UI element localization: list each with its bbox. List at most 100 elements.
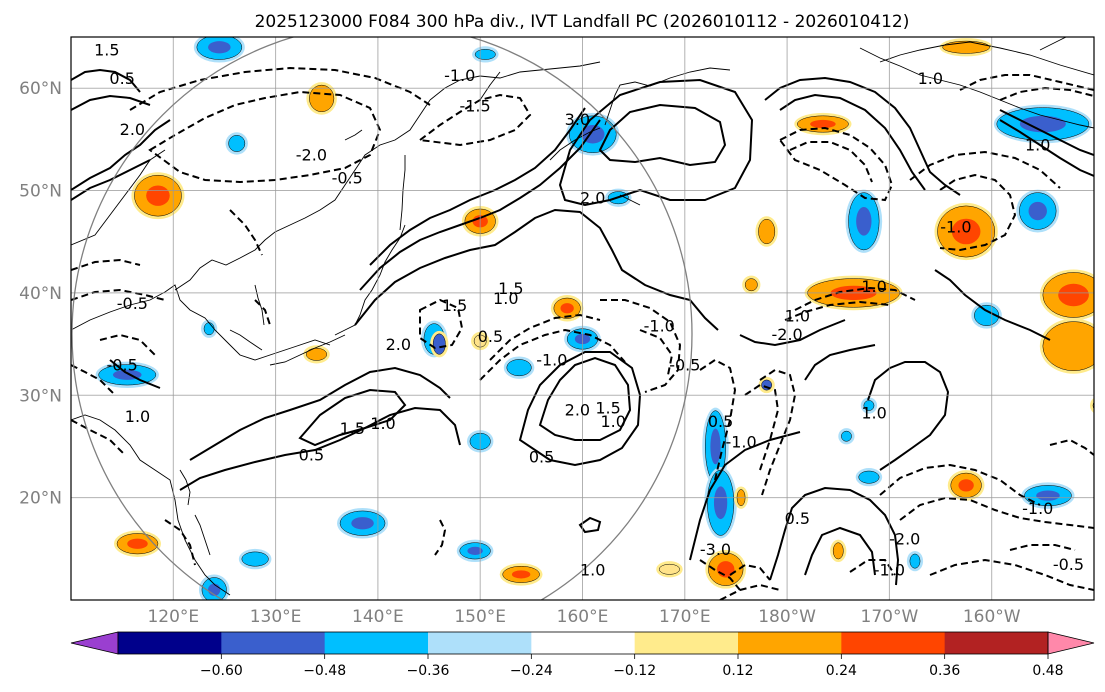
contour-negative (71, 258, 141, 271)
contour-positive (934, 269, 1051, 341)
div-anomaly (432, 333, 446, 355)
colorbar-segment (531, 632, 636, 654)
colorbar-tick-label: −0.12 (613, 663, 656, 679)
div-anomaly (228, 135, 246, 152)
lat-label: 20°N (19, 489, 62, 509)
lon-label: 170°E (659, 607, 711, 627)
div-anomaly-core (1036, 490, 1060, 501)
contour-positive (71, 68, 141, 93)
contour-negative (729, 563, 771, 581)
div-anomaly (858, 470, 880, 484)
coastline (174, 99, 431, 291)
contour-negative (778, 126, 894, 202)
div-anomaly (306, 347, 327, 361)
contour-label: -0.5 (332, 168, 363, 187)
contour-negative (759, 368, 797, 496)
contour-label: 1.0 (580, 560, 605, 579)
contour-positive (189, 366, 451, 461)
contour-label: 1.0 (861, 277, 886, 296)
colorbar-segment (118, 632, 222, 654)
div-anomaly-core (856, 206, 872, 236)
contour-label: 3.0 (565, 110, 590, 129)
colorbar-segment (324, 632, 429, 654)
colorbar-segment (634, 632, 739, 654)
contour-label: 0.5 (109, 69, 134, 88)
landfall-radius-circle (71, 37, 693, 600)
div-anomaly (942, 40, 990, 54)
contour-label: -0.5 (117, 294, 148, 313)
lon-label: 120°E (147, 607, 199, 627)
contour-negative (959, 74, 1094, 91)
contour-positive (578, 516, 602, 534)
map-title: 2025123000 F084 300 hPa div., IVT Landfa… (255, 12, 910, 32)
lat-label: 50°N (19, 182, 62, 202)
contour-negative (254, 299, 271, 326)
contour-label: 1.0 (493, 289, 518, 308)
div-halo (1089, 397, 1094, 414)
div-anomaly-core (146, 185, 170, 206)
contour-negative (744, 383, 780, 471)
coastline (229, 329, 263, 351)
contour-positive (867, 361, 950, 471)
contour-negative (489, 313, 601, 361)
div-anomaly-core (208, 41, 231, 54)
div-anomaly (909, 553, 921, 569)
contour-positive (518, 351, 642, 467)
contour-negative (229, 209, 263, 256)
contour-label: -1.0 (536, 350, 567, 369)
colorbar-segment (428, 632, 532, 654)
contour-label: 1.0 (785, 306, 810, 325)
contour-label: -1.0 (874, 560, 905, 579)
lon-label: 160°E (557, 607, 609, 627)
contour-label: 1.0 (600, 412, 625, 431)
contour-labels: 3.02.01.51.00.52.0 1.51.00.51.52.01.5 1.00… (94, 40, 1084, 579)
contour-positive (179, 406, 461, 491)
div-anomaly-core (810, 119, 836, 129)
contour-negative (879, 463, 1041, 506)
colorbar-tick-label: 0.24 (826, 663, 857, 679)
lon-label: 170°W (861, 607, 919, 627)
colorbar-segment (221, 632, 326, 654)
div-anomaly (744, 278, 758, 292)
div-anomaly (474, 49, 496, 60)
div-anomaly (974, 304, 1000, 326)
div-anomaly-core (717, 561, 735, 578)
contour-label: -1.5 (459, 97, 490, 116)
longitude-labels: 120°E 130°E 140°E 150°E 160°E 170°E 180°W 170°W… (147, 607, 1020, 627)
lon-label: 160°W (963, 607, 1021, 627)
div-anomaly (1042, 321, 1094, 371)
colorbar-segment (738, 632, 842, 654)
contour-positive (804, 344, 876, 381)
contour-label: 1.5 (498, 279, 523, 298)
coastline (71, 284, 331, 361)
div-anomaly (863, 400, 875, 411)
colorbar-tick-label: −0.48 (303, 663, 346, 679)
colorbar-extend-high (1047, 631, 1095, 655)
coastline (269, 334, 346, 366)
div-anomaly (832, 542, 844, 560)
contour-positive (71, 159, 151, 201)
contour-negative (148, 90, 382, 184)
contour-label: -3.0 (700, 540, 731, 559)
div-anomaly-core (560, 303, 574, 314)
colorbar-tick-label: −0.60 (200, 663, 243, 679)
colorbar-tick-label: 0.12 (722, 663, 753, 679)
contour-label: 0.5 (529, 448, 554, 467)
contour-positive (298, 388, 407, 447)
contour-positive (689, 431, 801, 561)
contour-label: 1.5 (442, 296, 467, 315)
contour-negative (939, 173, 1017, 252)
contour-positive (538, 356, 632, 441)
div-anomaly-core (951, 218, 981, 245)
contour-positive (558, 78, 754, 207)
div-anomaly-core (351, 517, 374, 530)
contour-positive (598, 103, 727, 167)
contour-negative (434, 519, 447, 556)
coastline (334, 224, 406, 336)
lat-label: 30°N (19, 386, 62, 406)
contour-negative (929, 558, 1094, 591)
div-anomaly-core (511, 570, 531, 579)
contour-positive (109, 359, 161, 389)
contour-positive (804, 526, 876, 576)
